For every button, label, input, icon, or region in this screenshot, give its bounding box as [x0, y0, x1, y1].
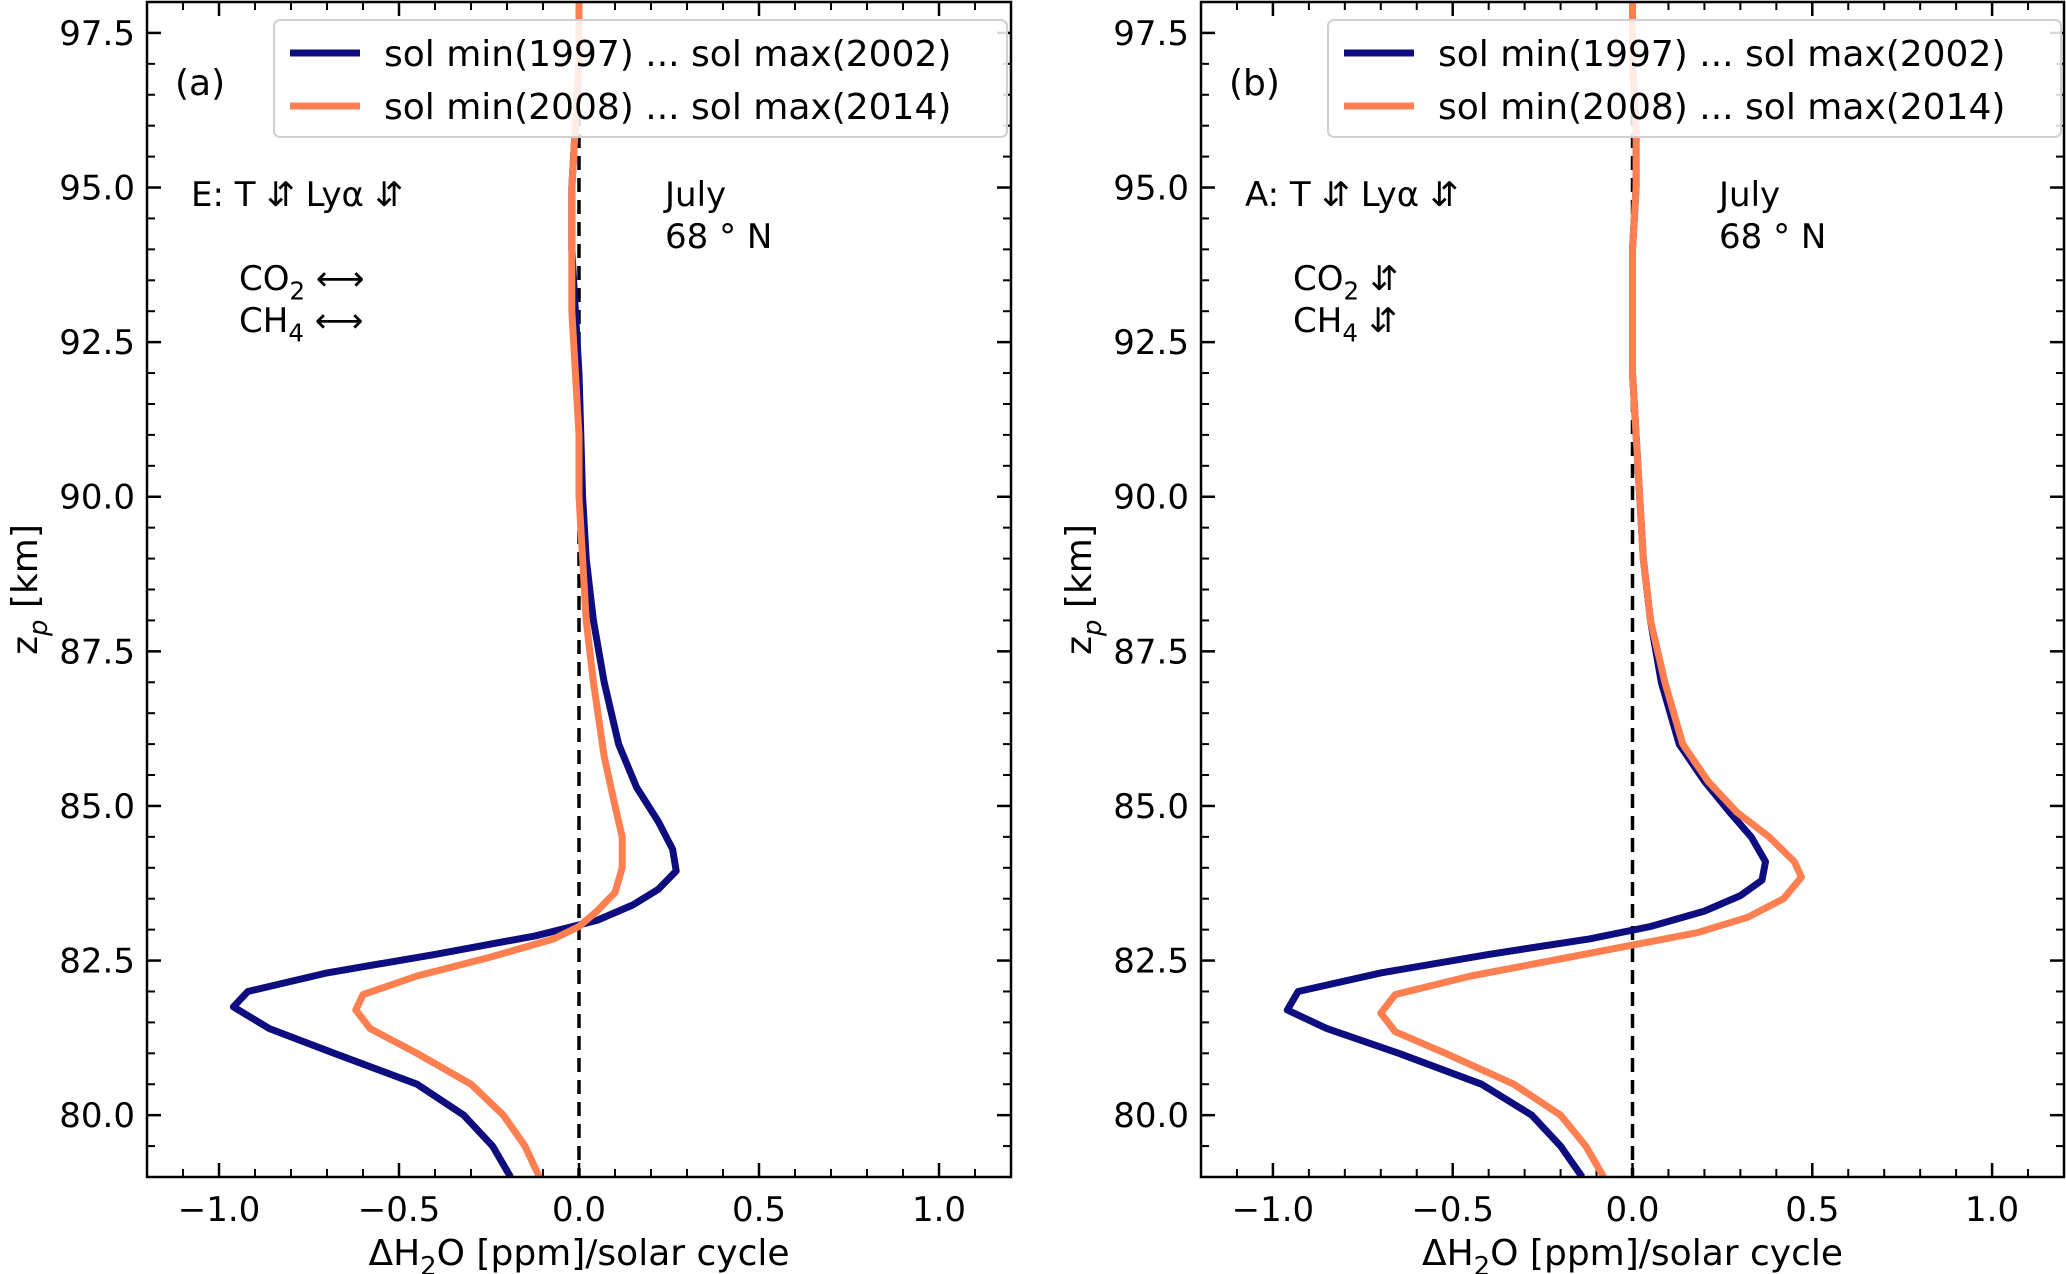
plot-frame — [1199, 0, 2066, 1179]
x-tick-label: −0.5 — [358, 1190, 441, 1230]
legend-entry: sol min(2008) ... sol max(2014) — [384, 87, 951, 128]
y-tick-label: 82.5 — [59, 942, 135, 982]
y-tick-label: 80.0 — [59, 1096, 135, 1136]
y-tick-label: 87.5 — [1113, 632, 1189, 672]
legend-box — [1327, 19, 2062, 138]
latitude-annotation: 68 ° N — [665, 217, 772, 257]
ch4-annotation: CH4 ⟷ — [239, 301, 363, 348]
co2-annotation: CO2 ⟷ — [239, 259, 365, 306]
plot-frame — [145, 0, 1013, 1179]
y-tick-label: 97.5 — [1113, 14, 1189, 54]
y-tick-label: 97.5 — [59, 14, 135, 54]
x-tick-label: −1.0 — [1232, 1190, 1315, 1230]
series-line-2008-2014 — [1377, 2, 1805, 1177]
ch4-annotation: CH4 ⇵ — [1293, 301, 1397, 348]
month-annotation: July — [663, 175, 726, 215]
legend-entry: sol min(1997) ... sol max(2002) — [1438, 34, 2005, 75]
series-line-2008-2014 — [352, 2, 626, 1177]
month-annotation: July — [1717, 175, 1780, 215]
y-tick-label: 90.0 — [59, 478, 135, 518]
legend: sol min(1997) ... sol max(2002) sol min(2… — [1327, 19, 2062, 138]
legend-box — [273, 19, 1008, 138]
x-tick-label: 0.5 — [732, 1190, 786, 1230]
y-tick-label: 92.5 — [1113, 323, 1189, 363]
x-tick-label: 0.0 — [552, 1190, 606, 1230]
legend-entry: sol min(2008) ... sol max(2014) — [1438, 87, 2005, 128]
x-tick-label: 1.0 — [912, 1190, 966, 1230]
y-axis-label: zp [km] — [5, 524, 54, 655]
y-tick-label: 85.0 — [1113, 787, 1189, 827]
x-tick-label: 0.5 — [1785, 1190, 1839, 1230]
y-tick-label: 92.5 — [59, 323, 135, 363]
legend: sol min(1997) ... sol max(2002) sol min(2… — [273, 19, 1008, 138]
chart-panel-a: −1.0 −0.5 0.0 0.5 1.0 80.0 82.5 85.0 87.5 90.0 92.… — [5, 0, 1013, 1274]
y-tick-label: 82.5 — [1113, 942, 1189, 982]
chart-panel-b: −1.0 −0.5 0.0 0.5 1.0 80.0 82.5 85.0 87.5 90.0 92.… — [1059, 0, 2066, 1274]
x-axis-label: ΔH2O [ppm]/solar cycle — [368, 1233, 789, 1274]
panel-label: (b) — [1229, 63, 1280, 104]
x-tick-label: −0.5 — [1411, 1190, 1494, 1230]
co2-annotation: CO2 ⇵ — [1293, 259, 1398, 306]
panel-label: (a) — [175, 63, 225, 104]
x-tick-label: 0.0 — [1605, 1190, 1659, 1230]
y-tick-label: 85.0 — [59, 787, 135, 827]
y-tick-label: 80.0 — [1113, 1096, 1189, 1136]
latitude-annotation: 68 ° N — [1719, 217, 1826, 257]
x-tick-label: −1.0 — [178, 1190, 261, 1230]
legend-entry: sol min(1997) ... sol max(2002) — [384, 34, 951, 75]
scenario-annotation: E: T ⇵ Lyα ⇵ — [191, 175, 403, 215]
y-tick-label: 90.0 — [1113, 478, 1189, 518]
x-axis-label: ΔH2O [ppm]/solar cycle — [1422, 1233, 1843, 1274]
series-line-1997-2002 — [229, 2, 680, 1177]
y-tick-label: 95.0 — [59, 169, 135, 209]
y-axis-label: zp [km] — [1059, 524, 1108, 655]
x-tick-label: 1.0 — [1965, 1190, 2019, 1230]
y-tick-label: 95.0 — [1113, 169, 1189, 209]
scenario-annotation: A: T ⇵ Lyα ⇵ — [1245, 175, 1458, 215]
y-tick-label: 87.5 — [59, 632, 135, 672]
